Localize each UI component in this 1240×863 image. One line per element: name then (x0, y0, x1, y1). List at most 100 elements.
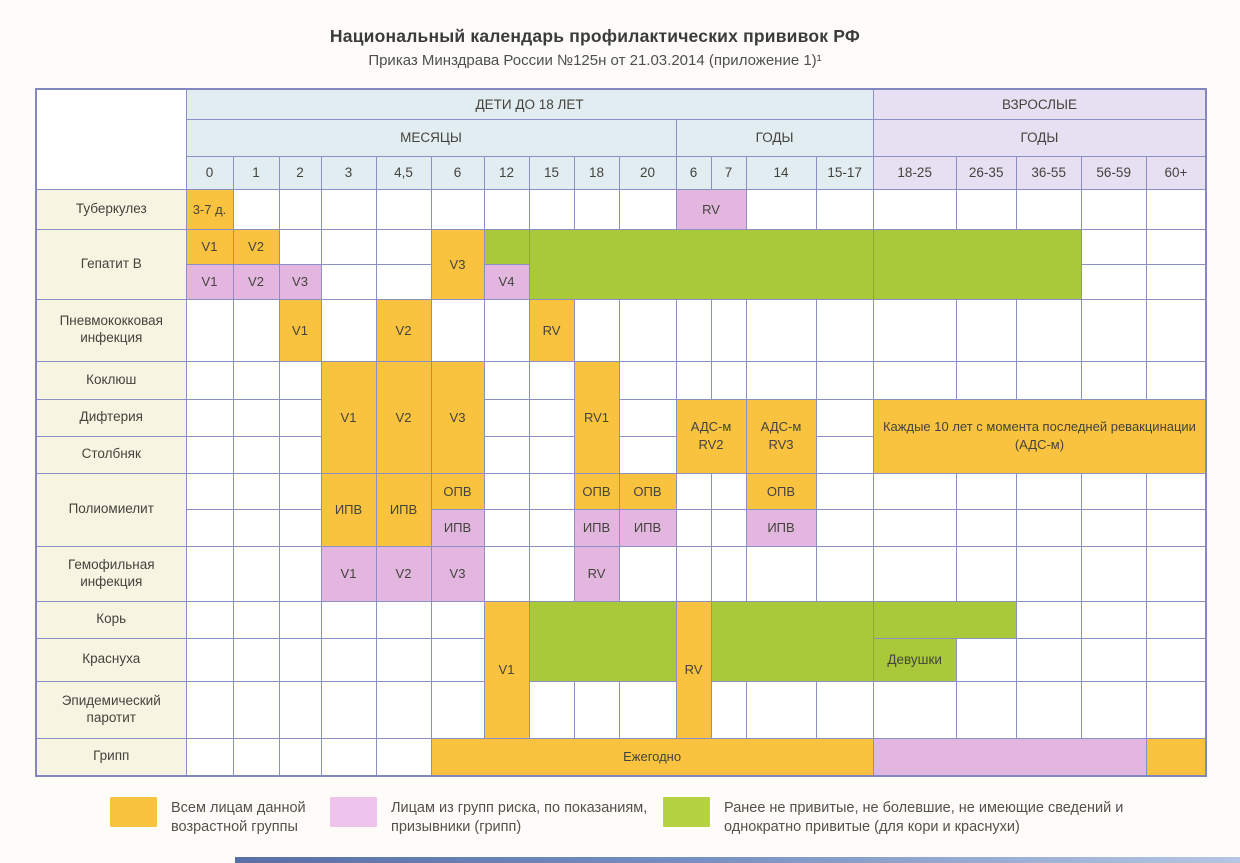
cell-polio-ipv-18m: ИПВ (573, 508, 620, 547)
grid-cell (320, 298, 377, 362)
grid-cell (955, 188, 1017, 230)
cell-hepb-green-adults (872, 228, 1082, 300)
grid-cell (745, 360, 817, 400)
col-month-1: 1 (232, 155, 280, 190)
legend-text: Всем лицам данной возрастной группы (171, 800, 306, 835)
grid-cell (1145, 600, 1207, 639)
grid-cell (278, 360, 322, 400)
scan-edge-strip (235, 857, 1240, 863)
grid-cell (278, 508, 322, 547)
grid-cell (710, 298, 747, 362)
grid-cell (1080, 680, 1147, 739)
cell-hepb-v4-pink: V4 (483, 263, 530, 300)
grid-cell (278, 680, 322, 739)
cell-rubella-girls: Девушки (872, 637, 957, 682)
cell-pneumo-rv: RV (528, 298, 575, 362)
grid-cell (815, 472, 874, 510)
grid-cell (528, 680, 575, 739)
grid-cell (320, 228, 377, 265)
grid-cell (1015, 188, 1082, 230)
grid-cell (1080, 263, 1147, 300)
cell-polio-opv-18m: ОПВ (573, 472, 620, 510)
cell-flu-yearly: Ежегодно (430, 737, 874, 777)
grid-cell (483, 298, 530, 362)
grid-cell (955, 360, 1017, 400)
grid-cell (528, 188, 575, 230)
grid-cell (185, 600, 234, 639)
grid-cell (1145, 472, 1207, 510)
grid-cell (185, 737, 234, 777)
cell-tb-newborn: 3-7 д. (185, 188, 234, 230)
col-month-12: 12 (483, 155, 530, 190)
grid-cell (745, 188, 817, 230)
grid-cell (745, 298, 817, 362)
grid-cell (872, 360, 957, 400)
grid-cell (1015, 545, 1082, 602)
grid-cell (232, 600, 280, 639)
cell-dpt-v1: V1 (320, 360, 377, 474)
legend-text: Ранее не привитые, не болевшие, не имеющ… (724, 800, 1124, 835)
row-label-polio: Полиомиелит (35, 472, 187, 547)
grid-cell (872, 298, 957, 362)
grid-cell (618, 435, 677, 474)
grid-cell (232, 737, 280, 777)
page-title: Национальный календарь профилактических … (329, 26, 861, 46)
col-month-6: 6 (430, 155, 485, 190)
row-label-pertussis: Коклюш (35, 360, 187, 400)
grid-cell (528, 435, 575, 474)
grid-cell (1145, 508, 1207, 547)
grid-cell (278, 398, 322, 437)
grid-cell (375, 600, 432, 639)
cell-hepb-v3-pink: V3 (278, 263, 322, 300)
grid-cell (815, 545, 874, 602)
grid-cell (1145, 263, 1207, 300)
grid-cell (872, 472, 957, 510)
grid-cell (375, 637, 432, 682)
grid-cell (710, 508, 747, 547)
col-year-7: 7 (710, 155, 747, 190)
col-year-14: 14 (745, 155, 817, 190)
grid-cell (1080, 360, 1147, 400)
grid-cell (1080, 600, 1147, 639)
grid-cell (573, 298, 620, 362)
cell-tb-rv: RV (675, 188, 747, 230)
grid-cell (618, 398, 677, 437)
legend-swatch-orange (110, 797, 157, 827)
grid-cell (483, 508, 530, 547)
grid-cell (1145, 188, 1207, 230)
cell-mmr-green-years (710, 600, 874, 682)
grid-cell (815, 435, 874, 474)
grid-cell (185, 398, 234, 437)
grid-cell (232, 360, 280, 400)
cell-pneumo-v2: V2 (375, 298, 432, 362)
grid-cell (1080, 298, 1147, 362)
cell-measles-green-adults (872, 600, 1017, 639)
header-adults-section: ВЗРОСЛЫЕ (872, 88, 1207, 120)
grid-cell (1015, 680, 1082, 739)
header-children-section: ДЕТИ ДО 18 ЛЕТ (185, 88, 874, 120)
cell-mmr-green-months (528, 600, 677, 682)
row-label-tuberculosis: Туберкулез (35, 188, 187, 230)
grid-cell (618, 188, 677, 230)
grid-cell (618, 360, 677, 400)
grid-cell (815, 508, 874, 547)
grid-cell (815, 188, 874, 230)
header-years-adults: ГОДЫ (872, 118, 1207, 157)
grid-cell (185, 435, 234, 474)
grid-cell (618, 680, 677, 739)
cell-dpt-adult-note: Каждые 10 лет с момента последней ревакц… (872, 398, 1207, 474)
grid-cell (185, 545, 234, 602)
grid-cell (278, 228, 322, 265)
grid-cell (1080, 472, 1147, 510)
grid-cell (1015, 298, 1082, 362)
grid-cell (1015, 472, 1082, 510)
grid-cell (483, 435, 530, 474)
col-adult-56-59: 56-59 (1080, 155, 1147, 190)
row-label-diphtheria: Дифтерия (35, 398, 187, 437)
grid-cell (320, 263, 377, 300)
cell-hepb-v2-pink: V2 (232, 263, 280, 300)
grid-cell (618, 545, 677, 602)
grid-cell (185, 360, 234, 400)
legend-item-all-persons: Всем лицам данной возрастной группы (110, 797, 360, 837)
